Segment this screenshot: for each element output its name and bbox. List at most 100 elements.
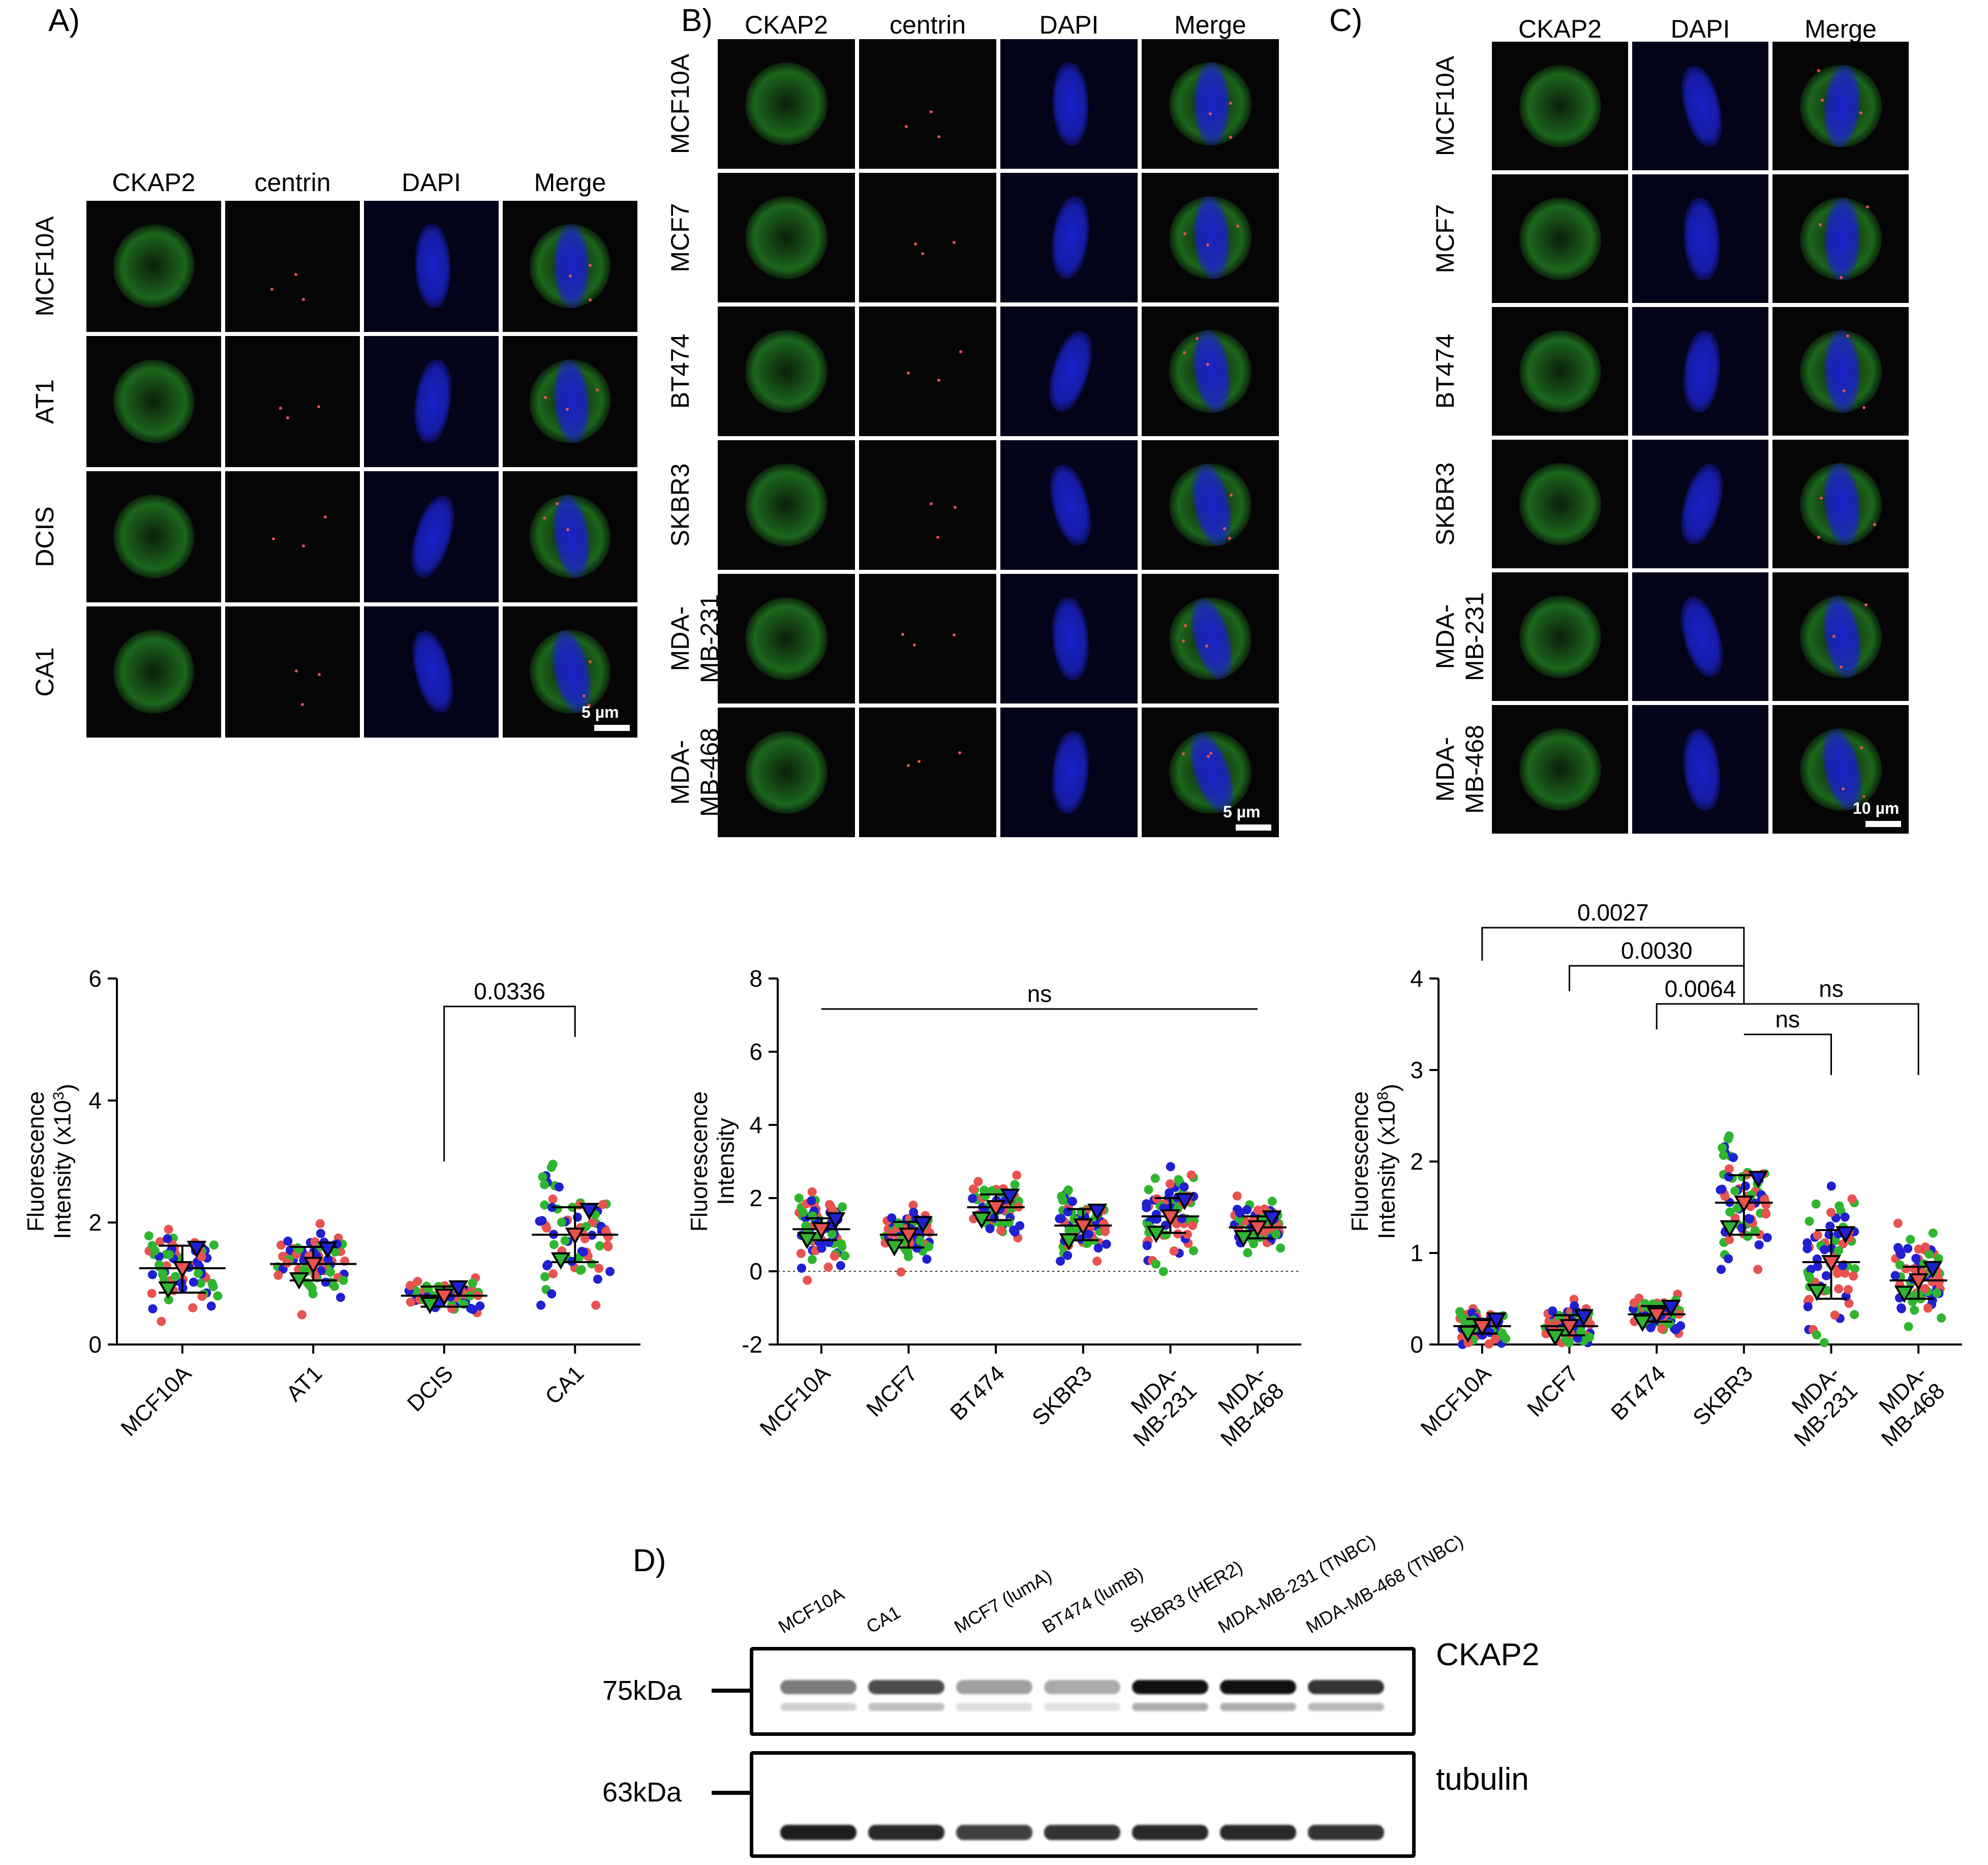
blot-band [1132,1680,1208,1694]
data-point [836,1261,845,1270]
data-point [189,1277,198,1287]
data-point [996,1226,1006,1235]
data-point [1805,1216,1814,1226]
micrograph-merge [503,201,637,332]
replicate-mean [899,1228,919,1245]
column-header: Merge [1805,15,1877,43]
data-point [540,1200,549,1210]
data-point [316,1229,325,1238]
replicate-mean [1908,1273,1929,1291]
row-label: BT474 [666,333,694,409]
panel-a-letter: A) [48,3,80,38]
micrograph-merge [1772,705,1909,834]
chart-c-fluorescence: 0 1 2 3 4 FluorescenceIntensity (x108) MCF10A M… [1347,899,1962,1451]
replicate-mean [1922,1261,1943,1278]
data-point [1761,1200,1771,1210]
micrograph-blue [1000,440,1138,570]
data-point [1484,1339,1494,1349]
replicate-mean [1720,1220,1740,1238]
data-point [548,1159,558,1169]
data-point [1144,1185,1153,1195]
micrograph-blue [1000,708,1138,837]
data-point [537,1216,547,1226]
replicate-mean [1073,1218,1093,1236]
data-point [823,1262,833,1272]
y-tick-label: 2 [749,1185,762,1211]
data-point [1169,1246,1179,1256]
micrograph-blue [1000,574,1138,704]
data-point [925,1228,934,1237]
data-point [540,1180,549,1189]
replicate-mean [825,1212,846,1230]
data-point [894,1219,904,1229]
data-point [796,1248,806,1258]
data-point [1826,1181,1836,1191]
data-point [1744,1231,1753,1241]
micrograph-merge [1772,174,1909,303]
micrograph-green [718,440,855,570]
row-label: DCIS [30,506,59,567]
data-point [1850,1310,1859,1320]
micrograph-blue [364,201,499,332]
data-point [1657,1324,1667,1334]
data-point [1833,1246,1843,1256]
data-point [1803,1302,1813,1311]
molecular-weight-marker: 63kDa [602,1777,682,1808]
data-point [1932,1288,1942,1298]
data-point [283,1236,293,1246]
replicate-mean [884,1239,904,1257]
replicate-mean [1000,1188,1020,1206]
replicate-mean [1247,1220,1268,1238]
micrograph-merge [1772,572,1909,701]
data-point [578,1247,588,1257]
replicate-mean [1175,1193,1195,1210]
replicate-mean [1748,1171,1768,1188]
data-point [1903,1244,1913,1253]
data-point [557,1217,566,1227]
row-label: BT474 [1431,333,1459,409]
data-point [1243,1248,1252,1258]
data-point [801,1221,811,1231]
micrograph-green [1492,307,1628,436]
micrograph-merge [1142,39,1279,169]
column-header: CKAP2 [112,168,196,197]
blot-band [868,1825,944,1840]
replicate-mean [565,1228,585,1245]
y-tick-label: 1 [1410,1240,1423,1266]
replicate-mean [158,1281,178,1299]
data-point [1646,1323,1656,1332]
data-point [1750,1226,1760,1235]
blot-band [956,1825,1032,1840]
blot-lane-label: MDA-MB-231 (TNBC) [1214,1530,1379,1638]
data-point [1151,1259,1161,1269]
micrograph-blue [1000,39,1138,169]
column-header: Merge [534,168,606,197]
data-point [1490,1334,1500,1343]
data-point [896,1267,906,1277]
data-point [1179,1182,1189,1191]
micrograph-merge [1772,307,1909,436]
data-point [837,1242,847,1251]
data-point [1732,1204,1742,1213]
data-point [603,1232,613,1242]
significance-bracket [443,1005,576,1161]
data-point [150,1246,160,1256]
micrograph-green [1492,705,1628,834]
x-tick-label: SKBR3 [1688,1361,1758,1430]
replicate-mean [317,1241,338,1259]
x-tick-label: MCF10A [1416,1361,1496,1441]
x-tick-label: CA1 [540,1361,589,1409]
replicate-mean [1160,1209,1180,1227]
replicate-mean [1821,1255,1841,1273]
data-point [605,1267,615,1276]
replicate-mean [1646,1307,1667,1325]
data-point [903,1247,912,1257]
data-point [1844,1299,1854,1308]
data-point [1761,1209,1771,1219]
micrograph-merge [1142,307,1279,436]
data-point [1826,1208,1836,1217]
data-point [980,1185,989,1195]
scale-bar-label: 10 µm [1853,799,1900,817]
replicate-mean [579,1203,599,1220]
significance-bracket [1744,1003,1919,1075]
